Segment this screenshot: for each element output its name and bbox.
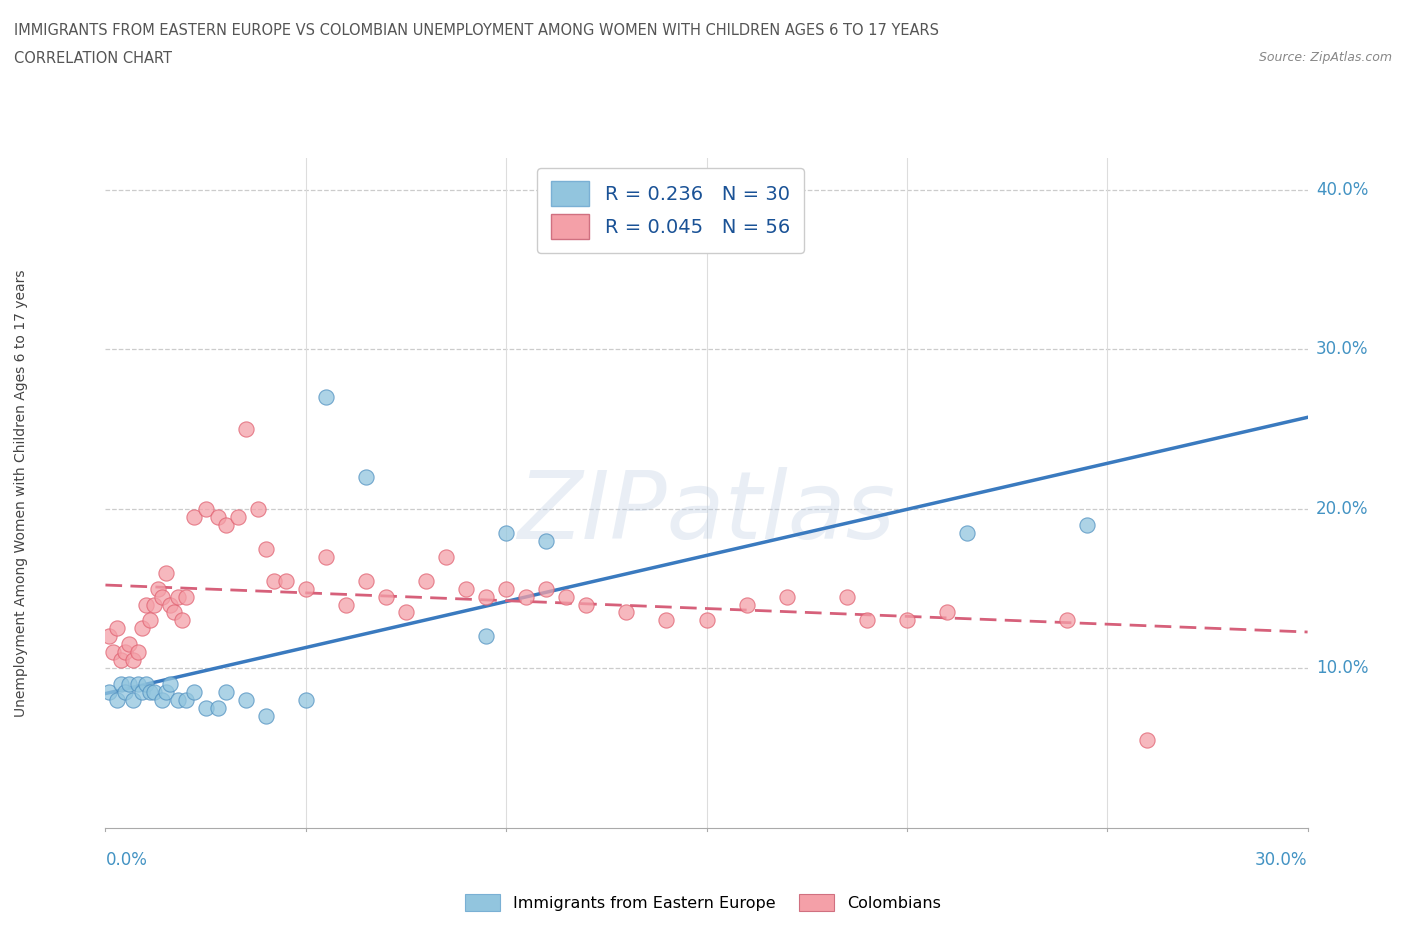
Point xyxy=(335,597,357,612)
Point xyxy=(162,605,184,620)
Point xyxy=(207,700,229,715)
Point xyxy=(159,677,181,692)
Point xyxy=(896,613,918,628)
Point xyxy=(495,581,517,596)
Text: 30.0%: 30.0% xyxy=(1316,340,1368,358)
Point xyxy=(855,613,877,628)
Point xyxy=(118,637,141,652)
Point xyxy=(246,501,269,516)
Point xyxy=(131,684,153,699)
Point xyxy=(295,581,318,596)
Legend: Immigrants from Eastern Europe, Colombians: Immigrants from Eastern Europe, Colombia… xyxy=(458,887,948,917)
Point xyxy=(315,390,337,405)
Point xyxy=(274,573,297,588)
Point xyxy=(107,621,129,636)
Point xyxy=(194,700,217,715)
Point xyxy=(135,597,157,612)
Text: ZIPatlas: ZIPatlas xyxy=(517,468,896,559)
Point xyxy=(146,581,169,596)
Point xyxy=(1136,733,1159,748)
Text: Source: ZipAtlas.com: Source: ZipAtlas.com xyxy=(1258,51,1392,64)
Point xyxy=(194,501,217,516)
Point xyxy=(235,693,257,708)
Point xyxy=(98,684,121,699)
Point xyxy=(575,597,598,612)
Point xyxy=(155,565,177,580)
Point xyxy=(107,693,129,708)
Point xyxy=(395,605,418,620)
Point xyxy=(475,589,498,604)
Point xyxy=(315,550,337,565)
Point xyxy=(131,621,153,636)
Point xyxy=(655,613,678,628)
Point xyxy=(374,589,398,604)
Point xyxy=(226,510,249,525)
Point xyxy=(166,589,188,604)
Point xyxy=(114,684,136,699)
Point xyxy=(159,597,181,612)
Point xyxy=(735,597,758,612)
Text: Unemployment Among Women with Children Ages 6 to 17 years: Unemployment Among Women with Children A… xyxy=(14,269,28,717)
Point xyxy=(150,693,173,708)
Point xyxy=(776,589,799,604)
Point xyxy=(616,605,638,620)
Point xyxy=(956,525,979,540)
Point xyxy=(295,693,318,708)
Text: 0.0%: 0.0% xyxy=(105,851,148,869)
Point xyxy=(214,684,236,699)
Point xyxy=(142,597,165,612)
Point xyxy=(127,644,149,659)
Point xyxy=(170,613,193,628)
Point xyxy=(110,677,132,692)
Point xyxy=(135,677,157,692)
Point xyxy=(98,629,121,644)
Point xyxy=(1076,517,1098,532)
Point xyxy=(183,510,205,525)
Text: 10.0%: 10.0% xyxy=(1316,659,1368,677)
Legend: R = 0.236   N = 30, R = 0.045   N = 56: R = 0.236 N = 30, R = 0.045 N = 56 xyxy=(537,167,804,253)
Text: 20.0%: 20.0% xyxy=(1316,499,1368,518)
Point xyxy=(174,589,197,604)
Point xyxy=(214,517,236,532)
Point xyxy=(696,613,718,628)
Point xyxy=(138,613,160,628)
Point xyxy=(1056,613,1078,628)
Point xyxy=(138,684,160,699)
Point xyxy=(835,589,858,604)
Point xyxy=(207,510,229,525)
Point xyxy=(354,470,377,485)
Point xyxy=(142,684,165,699)
Text: IMMIGRANTS FROM EASTERN EUROPE VS COLOMBIAN UNEMPLOYMENT AMONG WOMEN WITH CHILDR: IMMIGRANTS FROM EASTERN EUROPE VS COLOMB… xyxy=(14,23,939,38)
Point xyxy=(235,421,257,436)
Point xyxy=(534,533,557,548)
Point xyxy=(254,541,277,556)
Point xyxy=(155,684,177,699)
Point xyxy=(174,693,197,708)
Point xyxy=(127,677,149,692)
Point xyxy=(515,589,537,604)
Point xyxy=(122,693,145,708)
Text: 40.0%: 40.0% xyxy=(1316,181,1368,199)
Text: CORRELATION CHART: CORRELATION CHART xyxy=(14,51,172,66)
Point xyxy=(263,573,285,588)
Point xyxy=(495,525,517,540)
Text: 30.0%: 30.0% xyxy=(1256,851,1308,869)
Point xyxy=(534,581,557,596)
Point xyxy=(354,573,377,588)
Point xyxy=(118,677,141,692)
Point xyxy=(555,589,578,604)
Point xyxy=(475,629,498,644)
Point xyxy=(114,644,136,659)
Point xyxy=(103,644,125,659)
Point xyxy=(415,573,437,588)
Point xyxy=(110,653,132,668)
Point xyxy=(254,709,277,724)
Point xyxy=(183,684,205,699)
Point xyxy=(936,605,959,620)
Point xyxy=(166,693,188,708)
Point xyxy=(122,653,145,668)
Point xyxy=(150,589,173,604)
Point xyxy=(454,581,477,596)
Point xyxy=(434,550,457,565)
